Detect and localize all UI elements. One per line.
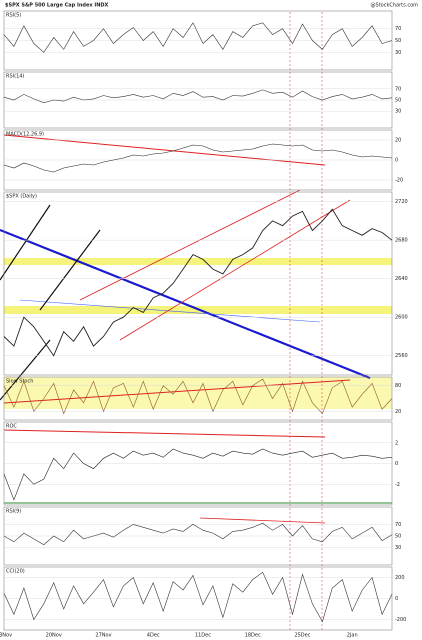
y-tick-label: 50 (395, 534, 401, 540)
x-tick-label: 20Nov (46, 633, 62, 639)
panel-frame (3, 191, 393, 376)
y-tick-label: 30 (395, 109, 401, 115)
y-tick-label: 80 (395, 383, 401, 389)
y-tick-label: 0 (395, 461, 398, 467)
y-tick-label: 2640 (395, 276, 408, 282)
panel-title: MACD(12,26,9) (6, 132, 44, 138)
y-tick-label: 70 (395, 522, 401, 528)
chart-title: $SPX S&P 500 Large Cap Index INDX (5, 3, 109, 9)
x-tick-label: 18Dec (245, 633, 261, 639)
y-tick-label: 2720 (395, 199, 408, 205)
y-tick-label: 30 (395, 545, 401, 551)
panel-title: CCI(20) (6, 569, 25, 575)
y-tick-label: 70 (395, 86, 401, 92)
x-tick-label: 11Dec (195, 633, 211, 639)
y-tick-label: -2 (395, 482, 400, 488)
x-tick-label: 4Dec (147, 633, 160, 639)
price-line (3, 378, 393, 415)
x-tick-label: 13Nov (0, 633, 12, 639)
y-tick-label: 0 (395, 158, 398, 164)
x-tick-label: 27Nov (95, 633, 111, 639)
panel-title: Slow Stoch (6, 379, 33, 385)
y-tick-label: 20 (395, 409, 401, 415)
panel-title: $SPX (Daily) (6, 194, 37, 200)
y-tick-label: 0 (395, 596, 398, 602)
y-tick-label: 50 (395, 98, 401, 104)
highlight-band (4, 258, 392, 265)
price-line (3, 22, 393, 53)
y-tick-label: 2560 (395, 353, 408, 359)
y-tick-label: 200 (395, 575, 405, 581)
y-tick-label: -20 (395, 178, 403, 184)
y-tick-label: 20 (395, 138, 401, 144)
panel-title: ROC (6, 424, 17, 430)
chart-subtitle: @StockCharts.com (371, 3, 419, 9)
y-tick-label: 70 (395, 26, 401, 32)
y-tick-label: -200 (395, 617, 406, 623)
y-tick-label: 2600 (395, 315, 408, 321)
y-tick-label: 2 (395, 440, 398, 446)
panel-title: RSI(9) (6, 509, 21, 515)
y-tick-label: 50 (395, 38, 401, 44)
x-tick-label: 2Jan (347, 633, 358, 639)
x-tick-label: 25Dec (294, 633, 310, 639)
panel-title: RSI(14) (6, 74, 24, 80)
y-tick-label: 30 (395, 50, 401, 56)
price-line (3, 208, 393, 357)
price-line (3, 89, 393, 104)
price-line (3, 522, 393, 546)
y-tick-label: 2680 (395, 238, 408, 244)
price-line (3, 571, 393, 623)
panel-title: RSI(5) (6, 13, 21, 19)
price-line (3, 448, 393, 501)
price-line (3, 143, 393, 173)
